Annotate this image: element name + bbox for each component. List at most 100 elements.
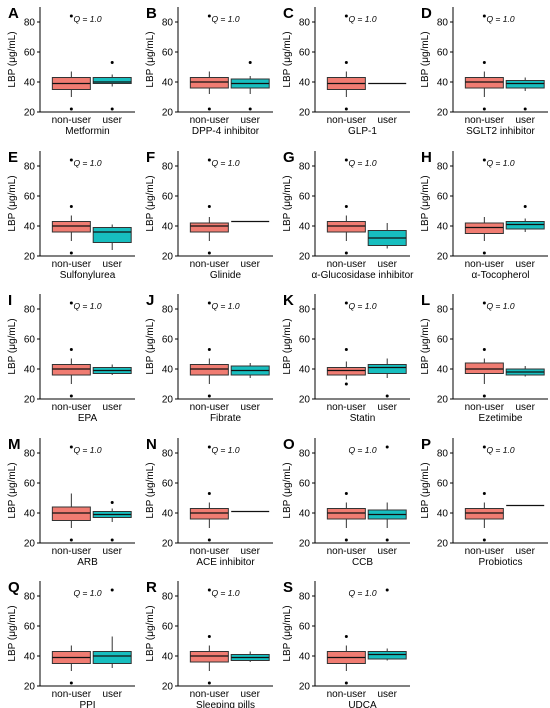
y-tick-label: 80 (299, 449, 311, 460)
y-axis-label: LBP (μg/mL) (282, 605, 293, 661)
outlier-point (385, 588, 389, 592)
y-tick-label: 80 (24, 592, 36, 603)
box-non-user (326, 14, 366, 111)
box-body (189, 651, 229, 663)
x-tick-label: user (240, 402, 260, 413)
outlier-point (110, 61, 114, 64)
x-axis-label: Sulfonylurea (60, 270, 116, 281)
y-tick-label: 20 (299, 395, 311, 406)
q-value-label: Q = 1.0 (211, 14, 239, 24)
x-tick-label: non-user (327, 546, 367, 557)
q-value-label: Q = 1.0 (486, 158, 514, 168)
box-user (92, 224, 132, 250)
x-tick-label: user (102, 546, 122, 557)
panel-o: O 20 40 60 80 LBP (μg/mL) Q = 1.0 non-user user C… (282, 436, 410, 568)
outlier-point (248, 61, 252, 64)
y-tick-label: 40 (162, 365, 174, 376)
box-user (505, 77, 545, 111)
y-axis-label: LBP (μg/mL) (145, 175, 156, 231)
q-value-label: Q = 1.0 (348, 301, 376, 311)
x-tick-label: user (102, 115, 122, 126)
q-value-label: Q = 1.0 (348, 158, 376, 168)
y-tick-label: 60 (162, 622, 174, 633)
x-tick-label: user (240, 689, 260, 700)
outlier-point (69, 158, 73, 162)
box-body (464, 508, 504, 520)
y-axis-label: LBP (μg/mL) (420, 462, 431, 518)
q-value-label: Q = 1.0 (211, 301, 239, 311)
x-axis-label: Glinide (210, 270, 242, 281)
x-tick-label: user (515, 546, 535, 557)
x-tick-label: non-user (190, 689, 230, 700)
box-non-user (189, 588, 229, 685)
y-tick-label: 40 (299, 365, 311, 376)
outlier-point (482, 538, 486, 542)
box-body (189, 508, 229, 520)
panel-letter: C (283, 5, 294, 22)
x-tick-label: non-user (465, 259, 505, 270)
x-tick-label: non-user (190, 546, 230, 557)
y-tick-label: 60 (24, 48, 36, 59)
box-non-user (189, 158, 229, 255)
y-tick-label: 60 (162, 335, 174, 346)
y-tick-label: 60 (437, 479, 449, 490)
panel-letter: P (421, 436, 431, 453)
outlier-point (110, 107, 114, 111)
y-tick-label: 40 (437, 365, 449, 376)
box-user (92, 61, 132, 111)
y-tick-label: 80 (162, 449, 174, 460)
y-tick-label: 80 (24, 449, 36, 460)
q-value-label: Q = 1.0 (348, 588, 376, 598)
x-axis-label: GLP-1 (348, 126, 377, 137)
panel-s: S 20 40 60 80 LBP (μg/mL) Q = 1.0 non-user userU… (282, 579, 410, 708)
panel-i: I 20 40 60 80 LBP (μg/mL) Q = 1.0 non-user user E… (7, 292, 135, 424)
outlier-point (69, 205, 73, 208)
x-axis-label: EPA (78, 413, 98, 424)
x-tick-label: user (377, 402, 397, 413)
box-body (92, 651, 132, 664)
box-non-user (189, 301, 229, 398)
y-tick-label: 80 (24, 305, 36, 316)
x-axis-label: α-Glucosidase inhibitor (312, 270, 415, 281)
y-tick-label: 20 (162, 682, 174, 693)
x-tick-label: user (240, 546, 260, 557)
y-tick-label: 80 (162, 592, 174, 603)
y-tick-label: 40 (299, 509, 311, 520)
y-tick-label: 80 (24, 18, 36, 29)
outlier-point (344, 348, 348, 351)
y-tick-label: 40 (299, 652, 311, 663)
x-axis-label: SGLT2 inhibitor (466, 126, 535, 137)
outlier-point (482, 251, 486, 255)
outlier-point (482, 158, 486, 162)
outlier-point (344, 14, 348, 18)
q-value-label: Q = 1.0 (73, 158, 101, 168)
outlier-point (344, 301, 348, 305)
box-user (230, 61, 270, 111)
y-axis-label: LBP (μg/mL) (420, 175, 431, 231)
panel-letter: I (8, 292, 12, 309)
y-tick-label: 60 (437, 335, 449, 346)
box-body (326, 221, 366, 233)
panel-letter: R (146, 579, 157, 596)
x-tick-label: user (515, 115, 535, 126)
y-tick-label: 60 (437, 192, 449, 203)
y-axis-label: LBP (μg/mL) (145, 605, 156, 661)
panel-letter: H (421, 149, 432, 166)
box-user (230, 651, 270, 662)
panel-p: P 20 40 60 80 LBP (μg/mL) Q = 1.0 non-user userP… (420, 436, 548, 568)
x-tick-label: user (515, 259, 535, 270)
box-body (326, 367, 366, 376)
x-tick-label: user (102, 402, 122, 413)
y-tick-label: 60 (299, 192, 311, 203)
panel-e: E 20 40 60 80 LBP (μg/mL) Q = 1.0 non-user userS… (7, 149, 135, 281)
q-value-label: Q = 1.0 (486, 14, 514, 24)
box-body (189, 364, 229, 376)
box-user (367, 358, 407, 398)
box-user (505, 366, 545, 377)
panel-letter: S (283, 579, 293, 596)
outlier-point (385, 538, 389, 542)
y-axis-label: LBP (μg/mL) (145, 462, 156, 518)
y-tick-label: 80 (24, 162, 36, 173)
y-tick-label: 20 (437, 108, 449, 119)
outlier-point (482, 301, 486, 305)
